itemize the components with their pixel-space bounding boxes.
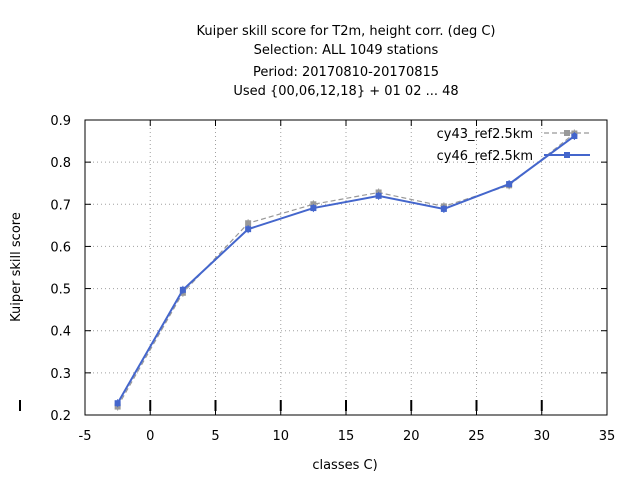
x-tick-label: 25 <box>468 429 485 444</box>
x-tick-label: 10 <box>272 429 289 444</box>
y-tick-label: 0.9 <box>50 114 71 129</box>
plot-frame <box>84 119 608 416</box>
x-tick-label: 0 <box>146 429 154 444</box>
series-line <box>116 135 575 404</box>
series-line <box>117 133 575 407</box>
x-tick-label: -5 <box>79 429 92 444</box>
y-tick-label: 0.3 <box>50 367 71 382</box>
legend-label: cy43_ref2.5km <box>437 127 533 142</box>
y-tick-label: 0.8 <box>50 156 71 171</box>
legend-swatch-marker <box>564 130 570 136</box>
y-tick-label: 0.5 <box>50 283 71 298</box>
x-tick-label: 30 <box>533 429 550 444</box>
legend: cy43_ref2.5km cy46_ref2.5km <box>437 127 590 164</box>
x-tick-label: 5 <box>211 429 219 444</box>
chart-title-line-4: Used {00,06,12,18} + 01 02 ... 48 <box>233 84 458 99</box>
chart-title-line-2: Selection: ALL 1049 stations <box>254 43 439 58</box>
series-lines <box>114 129 578 411</box>
y-tick-label: 0.7 <box>50 198 71 213</box>
x-tick-label: 15 <box>338 429 355 444</box>
y-tick-label: 0.6 <box>50 240 71 255</box>
y-tick-label: 0.2 <box>50 409 71 424</box>
legend-label: cy46_ref2.5km <box>437 149 533 164</box>
x-tick-label: 35 <box>599 429 616 444</box>
chart-title-line-3: Period: 20170810-20170815 <box>253 65 439 80</box>
axis-ticks <box>84 119 608 416</box>
chart-title-line-1: Kuiper skill score for T2m, height corr.… <box>197 24 496 39</box>
x-tick-label: 20 <box>403 429 420 444</box>
y-tick-label: 0.4 <box>50 325 71 340</box>
y-axis-label: Kuiper skill score <box>9 212 24 322</box>
tick-labels: -5 0 5 10 15 20 25 30 35 0.2 0.3 0.4 0.5 0.6 0.7 0.8 0.9 <box>50 114 615 444</box>
legend-swatch-marker <box>564 152 570 158</box>
x-axis-label: classes C) <box>312 458 377 473</box>
grid-lines <box>85 120 607 415</box>
